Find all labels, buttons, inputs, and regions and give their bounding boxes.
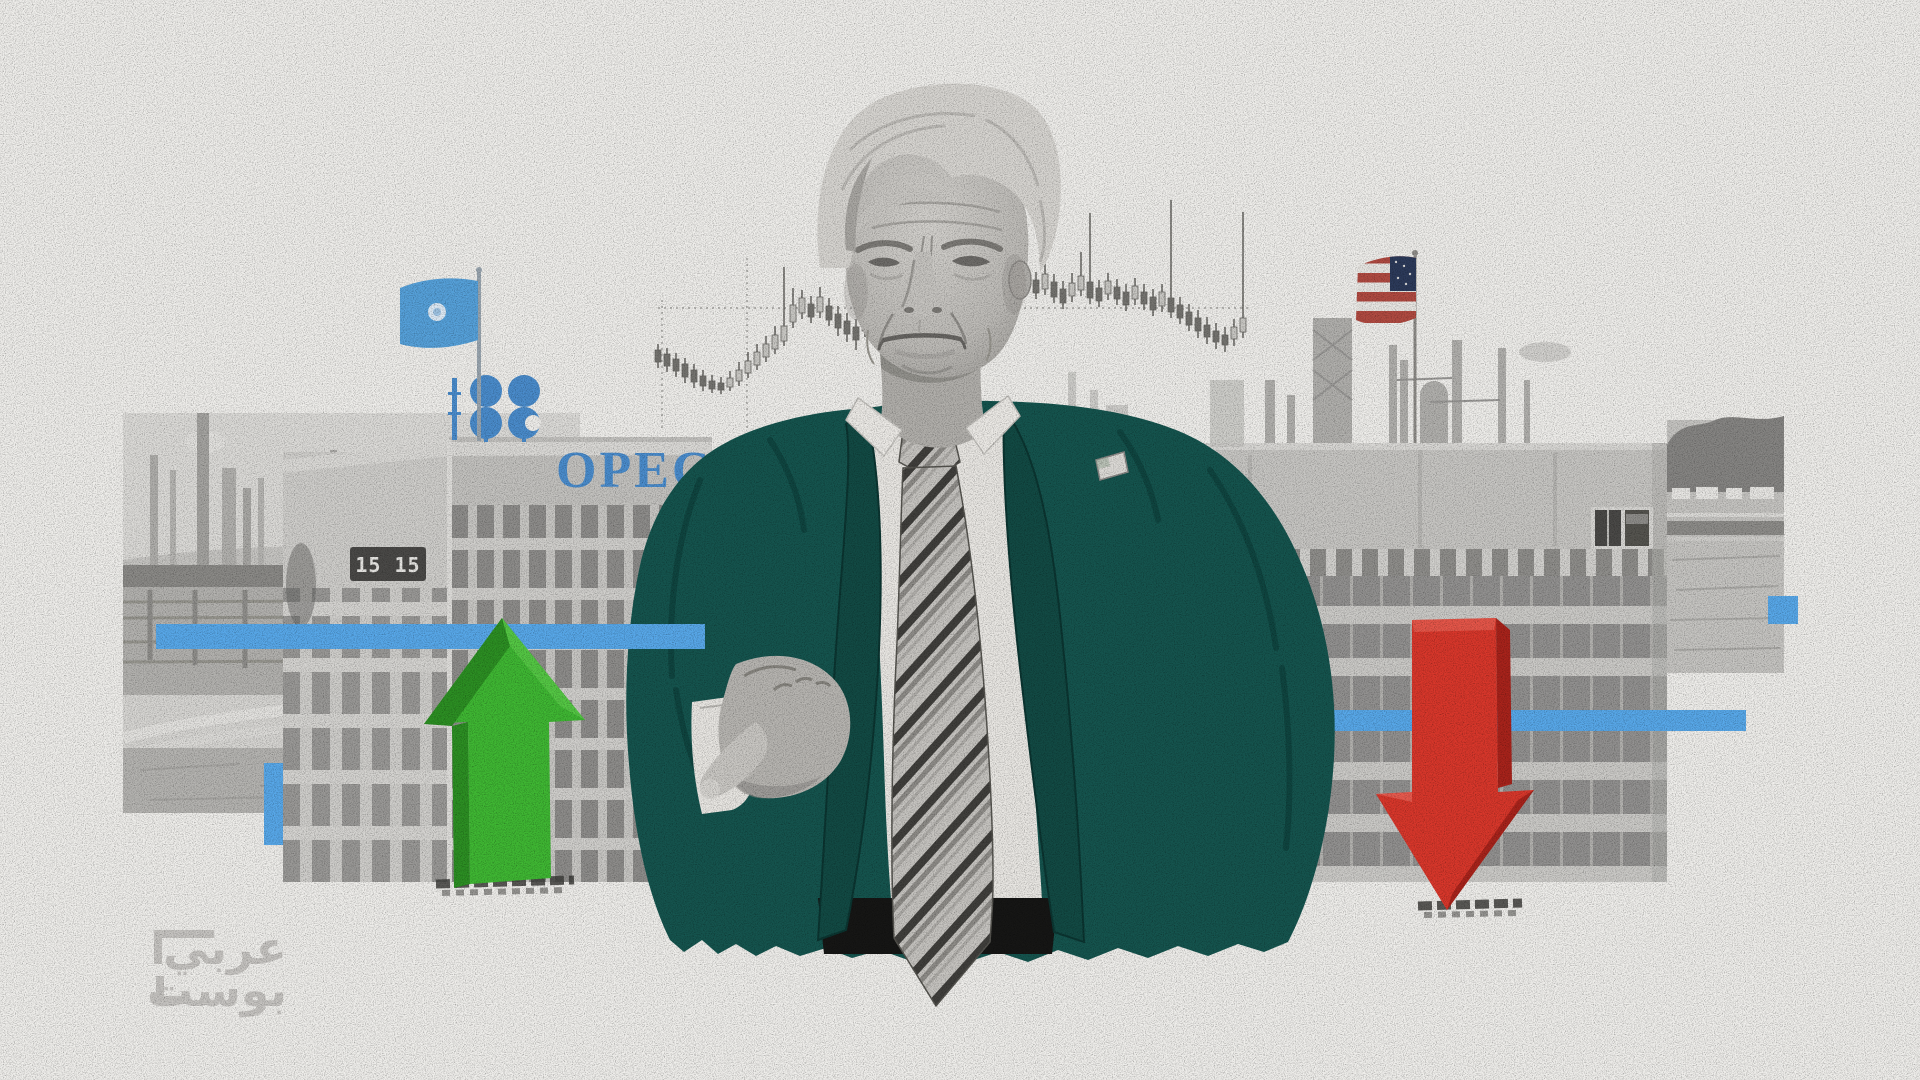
paper-grain-overlay <box>0 0 1920 1080</box>
photo-illustration-canvas: 15 15 OPEC <box>0 0 1920 1080</box>
